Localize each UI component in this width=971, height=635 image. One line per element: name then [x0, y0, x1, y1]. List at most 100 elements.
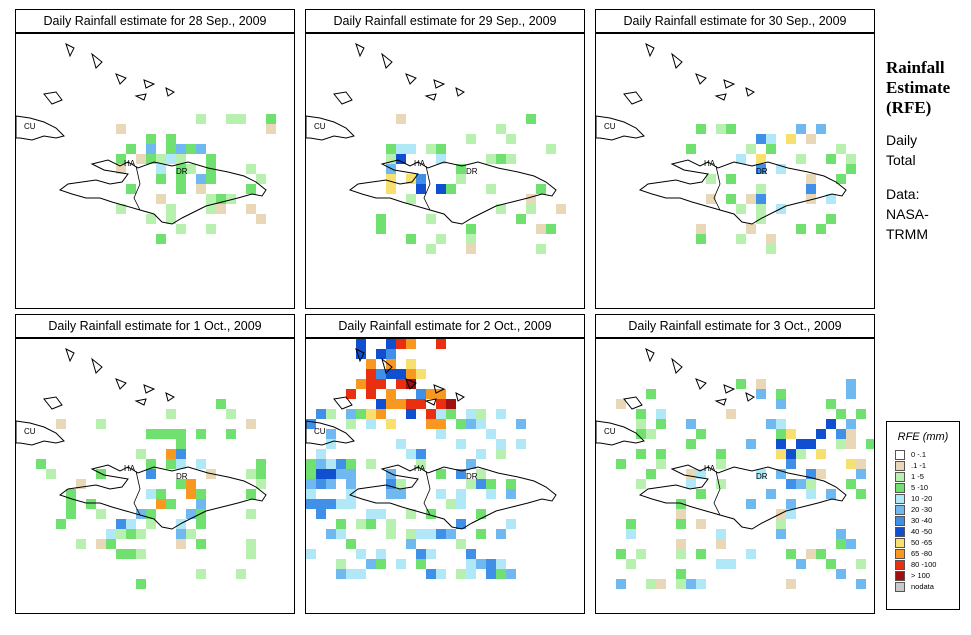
- legend-label: 65 -80: [911, 548, 933, 558]
- rainfall-cell: [176, 224, 186, 234]
- bahamas-coastline: [745, 87, 755, 97]
- rainfall-cell: [96, 539, 106, 549]
- rainfall-cell: [776, 439, 786, 449]
- rainfall-cell: [206, 204, 216, 214]
- rainfall-cell: [376, 224, 386, 234]
- rainfall-cell: [476, 469, 486, 479]
- rainfall-cell: [616, 579, 626, 589]
- rainfall-cell: [406, 399, 416, 409]
- rainfall-cell: [766, 234, 776, 244]
- legend-item: 65 -80: [887, 548, 959, 559]
- rainfall-cell: [186, 529, 196, 539]
- rainfall-cell: [626, 519, 636, 529]
- rainfall-cell: [356, 379, 366, 389]
- rainfall-panel-1-oct: Daily Rainfall estimate for 1 Oct., 2009…: [15, 314, 295, 614]
- rainfall-cell: [386, 369, 396, 379]
- rainfall-cell: [126, 529, 136, 539]
- rainfall-cell: [316, 469, 326, 479]
- bahamas-coastline: [455, 87, 465, 97]
- country-label-cu: CU: [24, 122, 36, 131]
- rainfall-cell: [136, 509, 146, 519]
- rainfall-cell: [346, 459, 356, 469]
- rainfall-cell: [126, 144, 136, 154]
- rainfall-cell: [386, 349, 396, 359]
- rainfall-cell: [746, 499, 756, 509]
- rainfall-cell: [306, 479, 316, 489]
- rainfall-cell: [466, 479, 476, 489]
- rainfall-cell: [486, 479, 496, 489]
- bahamas-coastline: [134, 93, 147, 101]
- rainfall-cell: [216, 399, 226, 409]
- rainfall-map: CU HA DR: [15, 33, 295, 309]
- legend-item: 50 -65: [887, 537, 959, 548]
- rainfall-cell: [556, 204, 566, 214]
- rainfall-cell: [346, 539, 356, 549]
- bahamas-coastline: [43, 91, 63, 105]
- rainfall-cell: [416, 369, 426, 379]
- rainfall-cell: [736, 234, 746, 244]
- bahamas-coastline: [714, 93, 727, 101]
- rainfall-cell: [506, 519, 516, 529]
- rainfall-cell: [846, 154, 856, 164]
- rainfall-cell: [636, 449, 646, 459]
- rainfall-cell: [776, 519, 786, 529]
- rainfall-cell: [336, 459, 346, 469]
- rainfall-cell: [256, 174, 266, 184]
- rainfall-cell: [446, 184, 456, 194]
- bahamas-coastline: [623, 91, 643, 105]
- rainfall-cell: [166, 449, 176, 459]
- rainfall-cell: [676, 579, 686, 589]
- rainfall-cell: [356, 519, 366, 529]
- rainfall-cell: [646, 389, 656, 399]
- rainfall-cell: [436, 529, 446, 539]
- country-label-ha: HA: [414, 464, 426, 473]
- rainfall-cell: [836, 174, 846, 184]
- rainfall-cell: [46, 469, 56, 479]
- rainfall-cell: [776, 399, 786, 409]
- rainfall-cell: [246, 184, 256, 194]
- rainfall-cell: [756, 164, 766, 174]
- rainfall-cell: [156, 164, 166, 174]
- rainfall-cell: [796, 479, 806, 489]
- rainfall-cell: [796, 439, 806, 449]
- rainfall-cell: [146, 429, 156, 439]
- rainfall-cell: [306, 499, 316, 509]
- rainfall-cell: [166, 459, 176, 469]
- rainfall-cell: [456, 539, 466, 549]
- rainfall-cell: [786, 509, 796, 519]
- rainfall-cell: [726, 559, 736, 569]
- rainfall-cell: [736, 379, 746, 389]
- rainfall-cell: [116, 124, 126, 134]
- rainfall-cell: [436, 469, 446, 479]
- rainfall-cell: [176, 429, 186, 439]
- rainfall-cell: [856, 459, 866, 469]
- rainfall-cell: [776, 429, 786, 439]
- haiti-dr-border: [133, 165, 141, 211]
- rainfall-cell: [466, 234, 476, 244]
- rainfall-cell: [846, 164, 856, 174]
- rainfall-cell: [356, 549, 366, 559]
- rainfall-cell: [696, 469, 706, 479]
- rainfall-cell: [496, 204, 506, 214]
- rainfall-cell: [456, 519, 466, 529]
- rainfall-cell: [636, 549, 646, 559]
- rainfall-cell: [396, 439, 406, 449]
- caption-heading: Estimate: [886, 78, 951, 97]
- legend-label: > 100: [911, 570, 930, 580]
- rainfall-cell: [166, 214, 176, 224]
- country-label-ha: HA: [704, 464, 716, 473]
- rainfall-cell: [426, 409, 436, 419]
- rainfall-cell: [656, 579, 666, 589]
- rainfall-cell: [776, 419, 786, 429]
- rainfall-cell: [846, 439, 856, 449]
- rainfall-cell: [216, 194, 226, 204]
- rainfall-cell: [836, 529, 846, 539]
- rainfall-cell: [436, 234, 446, 244]
- rainfall-cell: [346, 419, 356, 429]
- rainfall-cell: [246, 509, 256, 519]
- rainfall-cell: [836, 539, 846, 549]
- legend-swatch: [895, 570, 905, 581]
- rainfall-cell: [676, 509, 686, 519]
- rainfall-cell: [386, 529, 396, 539]
- rainfall-cell: [406, 174, 416, 184]
